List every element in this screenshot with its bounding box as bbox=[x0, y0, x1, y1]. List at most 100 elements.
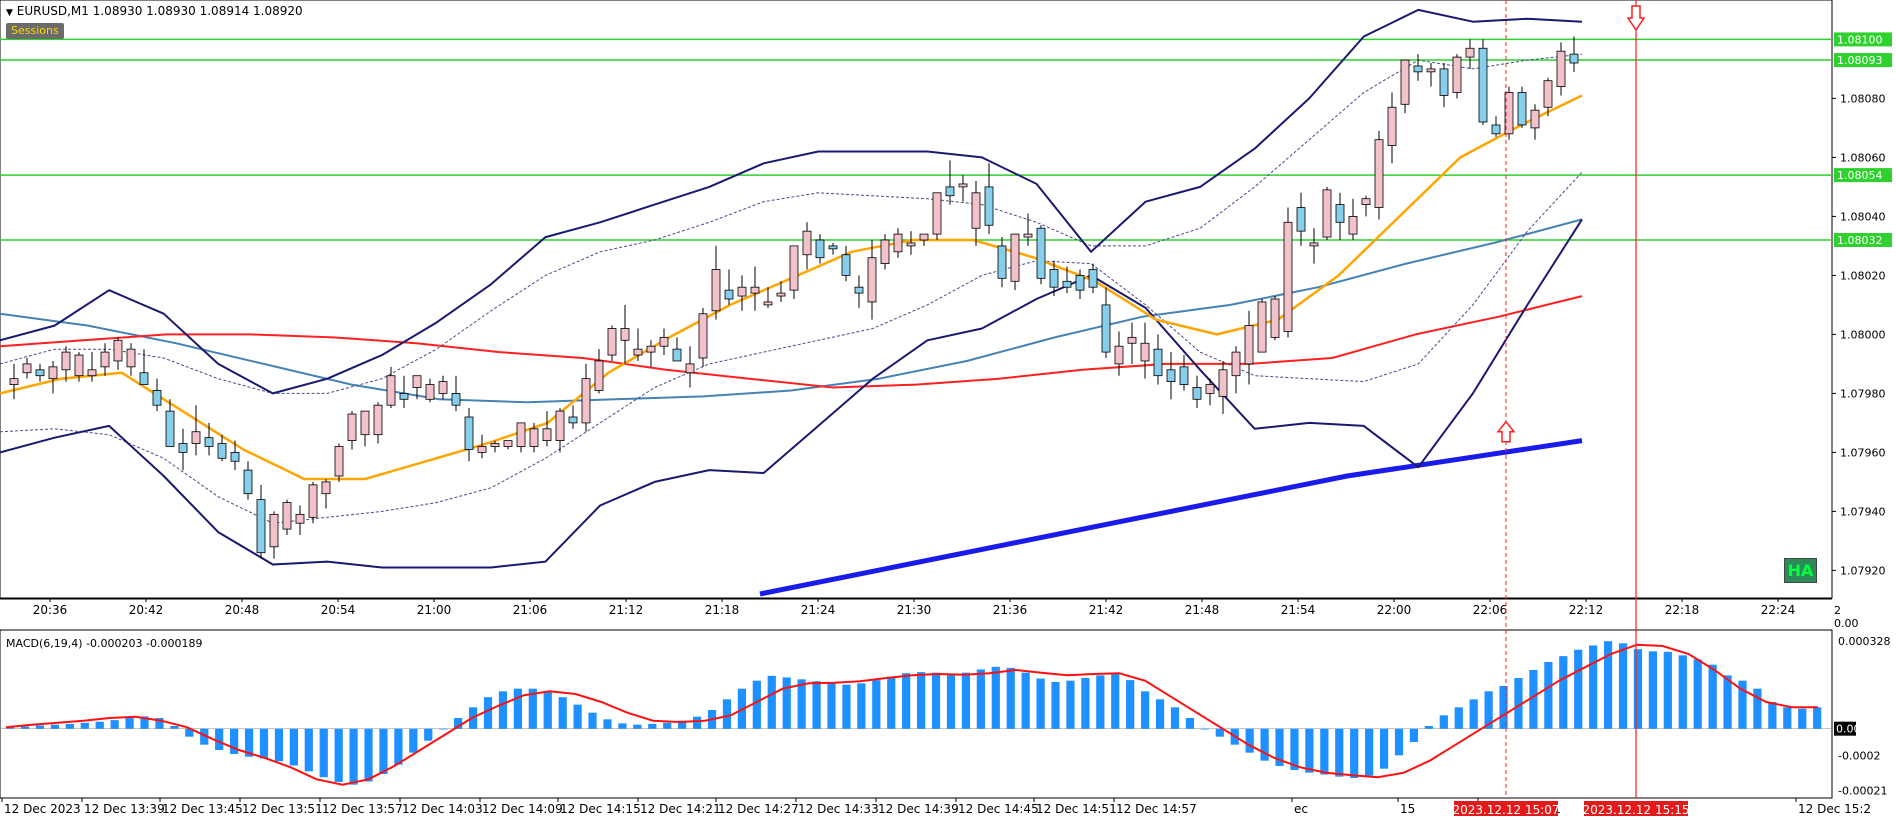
candle-body[interactable] bbox=[971, 192, 981, 229]
candle-body[interactable] bbox=[1257, 301, 1267, 353]
candle-body[interactable] bbox=[100, 351, 110, 368]
candle-body[interactable] bbox=[1049, 269, 1059, 288]
candle-body[interactable] bbox=[1452, 56, 1462, 93]
candle-body[interactable] bbox=[529, 428, 539, 447]
candle-body[interactable] bbox=[425, 384, 435, 400]
candle-body[interactable] bbox=[1465, 47, 1475, 58]
candle-body[interactable] bbox=[1530, 109, 1540, 129]
buy-arrow-icon[interactable] bbox=[1496, 420, 1516, 443]
candle-body[interactable] bbox=[1335, 204, 1345, 223]
candle-body[interactable] bbox=[724, 289, 734, 300]
candle-body[interactable] bbox=[867, 257, 877, 303]
candle-body[interactable] bbox=[74, 354, 84, 377]
candle-body[interactable] bbox=[373, 404, 383, 436]
candle-body[interactable] bbox=[750, 286, 760, 294]
candle-body[interactable] bbox=[412, 375, 422, 388]
candle-body[interactable] bbox=[841, 254, 851, 276]
candle-body[interactable] bbox=[386, 375, 396, 406]
candle-body[interactable] bbox=[919, 233, 929, 241]
collapse-triangle-icon[interactable]: ▼ bbox=[6, 8, 13, 18]
candle-body[interactable] bbox=[1244, 325, 1254, 365]
candle-body[interactable] bbox=[334, 446, 344, 477]
candle-body[interactable] bbox=[204, 437, 214, 447]
candle-body[interactable] bbox=[1309, 242, 1319, 247]
candle-body[interactable] bbox=[516, 422, 526, 447]
candle-body[interactable] bbox=[1348, 215, 1358, 235]
candle-body[interactable] bbox=[1140, 342, 1150, 362]
candle-body[interactable] bbox=[633, 348, 643, 356]
candle-body[interactable] bbox=[997, 245, 1007, 279]
candle-body[interactable] bbox=[1374, 139, 1384, 208]
candle-body[interactable] bbox=[1205, 384, 1215, 394]
candle-body[interactable] bbox=[477, 446, 487, 453]
candle-body[interactable] bbox=[282, 502, 292, 530]
candle-body[interactable] bbox=[1127, 336, 1137, 344]
candle-body[interactable] bbox=[438, 381, 448, 394]
candle-body[interactable] bbox=[542, 428, 552, 441]
candle-body[interactable] bbox=[490, 443, 500, 447]
candle-body[interactable] bbox=[503, 440, 513, 447]
candle-body[interactable] bbox=[1296, 207, 1306, 232]
candle-body[interactable] bbox=[789, 245, 799, 291]
candle-body[interactable] bbox=[711, 269, 721, 312]
candle-body[interactable] bbox=[126, 348, 136, 368]
candle-body[interactable] bbox=[1023, 233, 1033, 238]
candle-body[interactable] bbox=[802, 230, 812, 256]
candle-body[interactable] bbox=[1556, 50, 1566, 88]
candle-body[interactable] bbox=[48, 366, 58, 380]
candle-body[interactable] bbox=[893, 233, 903, 253]
candle-body[interactable] bbox=[399, 392, 409, 400]
candle-body[interactable] bbox=[1426, 68, 1436, 73]
candle-body[interactable] bbox=[1075, 274, 1085, 291]
candle-body[interactable] bbox=[347, 413, 357, 441]
candle-body[interactable] bbox=[659, 336, 669, 347]
candle-body[interactable] bbox=[165, 410, 175, 447]
candle-body[interactable] bbox=[256, 499, 266, 554]
candle-body[interactable] bbox=[1387, 106, 1397, 146]
candle-body[interactable] bbox=[854, 286, 864, 294]
candle-body[interactable] bbox=[1192, 387, 1202, 400]
candle-body[interactable] bbox=[763, 301, 773, 306]
candle-body[interactable] bbox=[880, 239, 890, 265]
candle-body[interactable] bbox=[555, 410, 565, 442]
candle-body[interactable] bbox=[191, 431, 201, 444]
candle-body[interactable] bbox=[1504, 92, 1514, 135]
candle-body[interactable] bbox=[568, 416, 578, 424]
candle-body[interactable] bbox=[776, 292, 786, 297]
candle-body[interactable] bbox=[360, 410, 370, 436]
sessions-indicator-badge[interactable]: Sessions bbox=[6, 23, 64, 39]
candle-body[interactable] bbox=[698, 313, 708, 359]
candle-body[interactable] bbox=[672, 348, 682, 362]
candle-body[interactable] bbox=[594, 360, 604, 391]
candle-body[interactable] bbox=[1439, 68, 1449, 96]
candle-body[interactable] bbox=[1322, 189, 1332, 238]
candle-body[interactable] bbox=[1010, 233, 1020, 282]
candle-body[interactable] bbox=[906, 242, 916, 247]
candle-body[interactable] bbox=[230, 451, 240, 462]
candle-body[interactable] bbox=[1517, 92, 1527, 126]
candle-body[interactable] bbox=[1569, 53, 1579, 64]
candle-body[interactable] bbox=[1270, 298, 1280, 338]
candle-body[interactable] bbox=[295, 513, 305, 524]
candle-body[interactable] bbox=[607, 328, 617, 356]
candle-body[interactable] bbox=[815, 239, 825, 259]
candle-body[interactable] bbox=[243, 469, 253, 495]
candle-body[interactable] bbox=[1088, 269, 1098, 288]
candle-body[interactable] bbox=[737, 286, 747, 297]
candle-body[interactable] bbox=[581, 378, 591, 424]
candle-body[interactable] bbox=[1231, 351, 1241, 377]
candle-body[interactable] bbox=[1166, 369, 1176, 382]
candle-body[interactable] bbox=[87, 369, 97, 377]
candle-body[interactable] bbox=[269, 513, 279, 548]
candle-body[interactable] bbox=[178, 443, 188, 453]
candle-body[interactable] bbox=[1179, 366, 1189, 385]
candle-body[interactable] bbox=[828, 245, 838, 250]
candle-body[interactable] bbox=[1400, 59, 1410, 105]
candle-body[interactable] bbox=[9, 378, 19, 385]
candle-body[interactable] bbox=[321, 481, 331, 495]
sell-arrow-icon[interactable] bbox=[1626, 5, 1646, 32]
candle-body[interactable] bbox=[1036, 227, 1046, 279]
candle-body[interactable] bbox=[620, 328, 630, 341]
candle-body[interactable] bbox=[646, 345, 656, 353]
